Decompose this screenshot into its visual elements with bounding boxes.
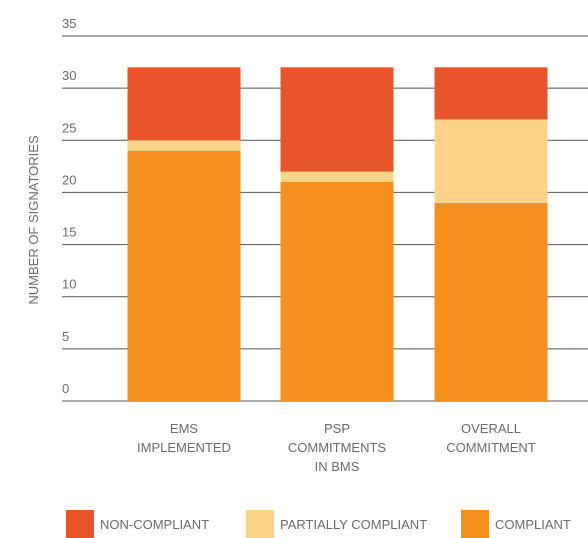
legend-swatch: [461, 510, 489, 538]
y-tick-label: 15: [62, 225, 76, 240]
legend-label: PARTIALLY COMPLIANT: [280, 517, 427, 532]
legend-label: NON-COMPLIANT: [100, 517, 209, 532]
bar-segment: [434, 202, 548, 401]
bar-segment: [127, 150, 241, 401]
bar-segment: [434, 67, 548, 120]
legend-swatch: [246, 510, 274, 538]
bar-segment: [280, 67, 394, 172]
y-tick-label: 10: [62, 277, 76, 292]
bar-segment: [280, 182, 394, 401]
bar-segment: [127, 67, 241, 141]
y-tick-label: 20: [62, 172, 76, 187]
y-tick-label: 30: [62, 68, 76, 83]
legend-label: COMPLIANT: [495, 517, 571, 532]
x-tick-label: EMS: [170, 421, 199, 436]
y-axis-label: NUMBER OF SIGNATORIES: [26, 135, 41, 305]
x-tick-label: IN BMS: [315, 459, 360, 474]
legend-swatch: [66, 510, 94, 538]
x-tick-label: IMPLEMENTED: [137, 440, 231, 455]
y-tick-label: 0: [62, 381, 69, 396]
x-tick-label: OVERALL: [461, 421, 521, 436]
bar-segment: [127, 140, 241, 151]
x-tick-label: COMMITMENT: [446, 440, 536, 455]
bar-segment: [434, 119, 548, 203]
x-tick-label: PSP: [324, 421, 350, 436]
y-tick-label: 25: [62, 120, 76, 135]
y-tick-label: 5: [62, 329, 69, 344]
bar-segment: [280, 171, 394, 182]
y-tick-label: 35: [62, 16, 76, 31]
x-tick-label: COMMITMENTS: [288, 440, 387, 455]
